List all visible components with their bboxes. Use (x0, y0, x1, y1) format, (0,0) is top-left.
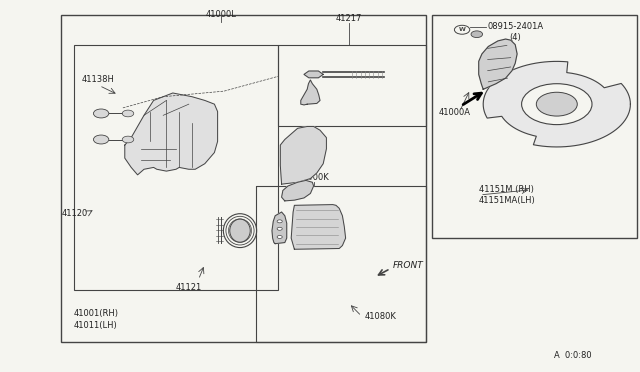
Circle shape (522, 84, 592, 125)
Text: 41151MA(LH): 41151MA(LH) (479, 196, 536, 205)
Text: 41217: 41217 (335, 14, 362, 23)
Circle shape (277, 227, 282, 230)
Ellipse shape (230, 219, 250, 242)
Circle shape (93, 135, 109, 144)
Text: 41080K: 41080K (365, 312, 397, 321)
Circle shape (93, 109, 109, 118)
Circle shape (122, 110, 134, 117)
Text: 41000L: 41000L (205, 10, 236, 19)
Text: (4): (4) (509, 33, 520, 42)
Text: 41121: 41121 (175, 283, 202, 292)
Text: A  0:0:80: A 0:0:80 (554, 351, 591, 360)
Text: 41000A: 41000A (438, 108, 470, 117)
Bar (256, 186, 426, 342)
Polygon shape (280, 126, 326, 184)
Polygon shape (301, 80, 320, 105)
Polygon shape (304, 71, 323, 78)
Circle shape (122, 136, 134, 143)
Bar (278, 45, 426, 126)
Text: 41000K: 41000K (298, 173, 330, 182)
Text: 41011(LH): 41011(LH) (74, 321, 117, 330)
Circle shape (536, 92, 577, 116)
Text: 41001(RH): 41001(RH) (74, 309, 118, 318)
Polygon shape (483, 61, 630, 147)
Polygon shape (479, 39, 517, 89)
Circle shape (277, 235, 282, 238)
Text: 41151M (RH): 41151M (RH) (479, 185, 534, 194)
Polygon shape (282, 180, 314, 201)
Circle shape (277, 220, 282, 223)
Polygon shape (272, 212, 287, 244)
Text: 41138H: 41138H (82, 75, 115, 84)
Circle shape (471, 31, 483, 38)
Bar (61, 15, 426, 342)
Text: 41120: 41120 (62, 209, 88, 218)
Polygon shape (125, 93, 218, 175)
Bar (432, 15, 637, 238)
Text: 08915-2401A: 08915-2401A (488, 22, 544, 31)
Bar (74, 45, 278, 290)
Polygon shape (291, 205, 346, 249)
Text: FRONT: FRONT (392, 261, 423, 270)
Text: W: W (459, 27, 465, 32)
